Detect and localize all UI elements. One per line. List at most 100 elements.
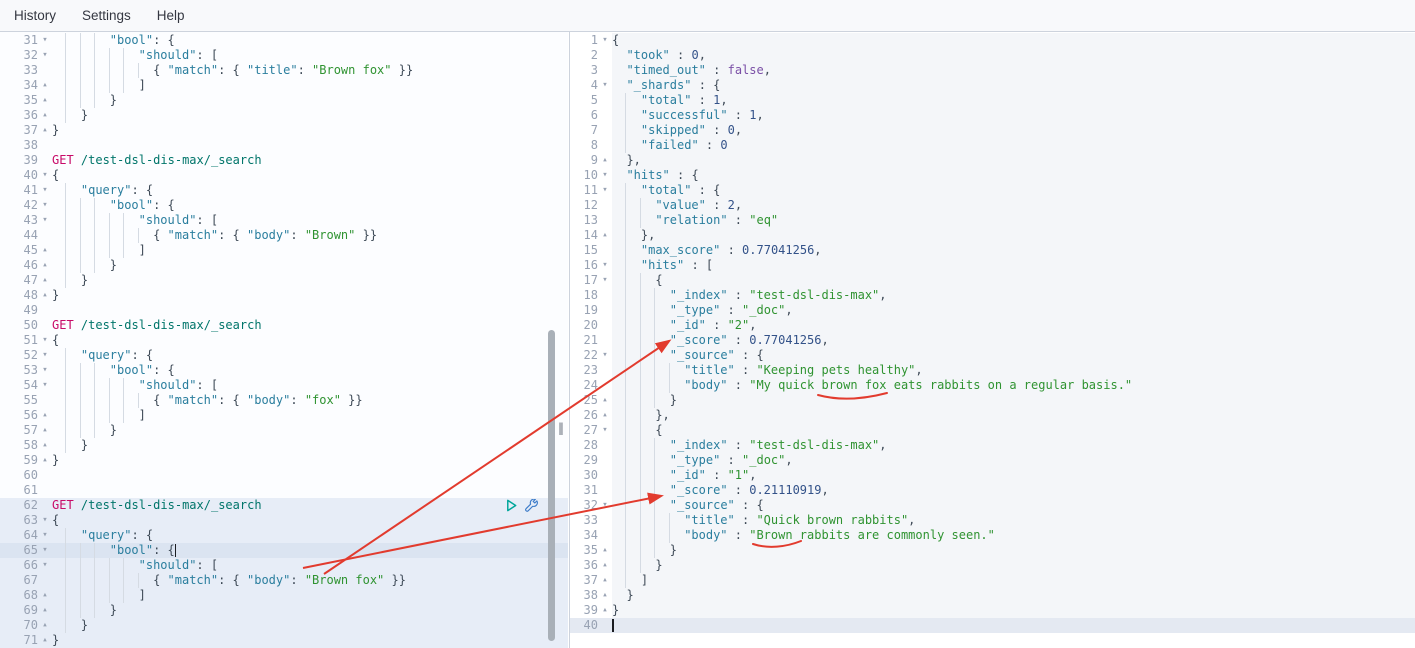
fold-arrow-icon[interactable]: ▴	[602, 230, 608, 240]
code-line[interactable]: 12 "value" : 2,	[570, 198, 1415, 213]
fold-arrow-icon[interactable]: ▾	[602, 425, 608, 435]
fold-arrow-icon[interactable]: ▴	[602, 605, 608, 615]
menu-history[interactable]: History	[14, 8, 57, 23]
code-line[interactable]: 28 "_index" : "test-dsl-dis-max",	[570, 438, 1415, 453]
pane-splitter-handle[interactable]: ‖	[558, 421, 564, 435]
code-line[interactable]: 43 ▾ "should": [	[0, 213, 568, 228]
code-line[interactable]: 9 ▴},	[570, 153, 1415, 168]
fold-arrow-icon[interactable]: ▴	[42, 620, 48, 630]
code-line[interactable]: 42 ▾ "bool": {	[0, 198, 568, 213]
code-line[interactable]: 10 ▾ "hits" : {	[570, 168, 1415, 183]
fold-arrow-icon[interactable]: ▾	[42, 530, 48, 540]
editor-scrollbar-thumb[interactable]	[548, 330, 555, 641]
fold-arrow-icon[interactable]: ▾	[42, 560, 48, 570]
fold-arrow-icon[interactable]: ▾	[42, 515, 48, 525]
code-line[interactable]: 49	[0, 303, 568, 318]
response-viewer[interactable]: 1 ▾{2 "took" : 0, 3 "timed_out" : false, 4 ▾ "_…	[569, 32, 1415, 648]
code-line[interactable]: 66 ▾ "should": [	[0, 558, 568, 573]
fold-arrow-icon[interactable]: ▴	[602, 410, 608, 420]
fold-arrow-icon[interactable]: ▾	[602, 350, 608, 360]
code-line[interactable]: 34 ▴]	[0, 78, 568, 93]
fold-arrow-icon[interactable]: ▴	[42, 260, 48, 270]
request-options-wrench-icon[interactable]	[525, 498, 539, 513]
code-line[interactable]: 35 ▴}	[570, 543, 1415, 558]
code-line[interactable]: 40 ▾ {	[0, 168, 568, 183]
fold-arrow-icon[interactable]: ▾	[42, 170, 48, 180]
code-line[interactable]: 13 "relation" : "eq"	[570, 213, 1415, 228]
code-line[interactable]: 50 GET /test-dsl-dis-max/_search	[0, 318, 568, 333]
menu-settings[interactable]: Settings	[82, 8, 131, 23]
fold-arrow-icon[interactable]: ▴	[42, 410, 48, 420]
fold-arrow-icon[interactable]: ▾	[602, 275, 608, 285]
code-line[interactable]: 55 { "match": { "body": "fox" }}	[0, 393, 568, 408]
code-line[interactable]: 62 GET /test-dsl-dis-max/_search	[0, 498, 568, 513]
fold-arrow-icon[interactable]: ▴	[42, 455, 48, 465]
code-line[interactable]: 39 GET /test-dsl-dis-max/_search	[0, 153, 568, 168]
code-line[interactable]: 33 "title" : "Quick brown rabbits",	[570, 513, 1415, 528]
fold-arrow-icon[interactable]: ▴	[42, 425, 48, 435]
fold-arrow-icon[interactable]: ▴	[42, 590, 48, 600]
code-line[interactable]: 61	[0, 483, 568, 498]
code-line[interactable]: 53 ▾ "bool": {	[0, 363, 568, 378]
fold-arrow-icon[interactable]: ▾	[42, 365, 48, 375]
fold-arrow-icon[interactable]: ▴	[42, 245, 48, 255]
code-line[interactable]: 45 ▴]	[0, 243, 568, 258]
code-line[interactable]: 20 "_id" : "2",	[570, 318, 1415, 333]
code-line[interactable]: 68 ▴]	[0, 588, 568, 603]
code-line[interactable]: 36 ▴}	[570, 558, 1415, 573]
code-line[interactable]: 30 "_id" : "1",	[570, 468, 1415, 483]
code-line[interactable]: 64 ▾ "query": {	[0, 528, 568, 543]
code-line[interactable]: 4 ▾ "_shards" : {	[570, 78, 1415, 93]
code-line[interactable]: 65 ▾ "bool": {	[0, 543, 568, 558]
code-line[interactable]: 27 ▾ {	[570, 423, 1415, 438]
fold-arrow-icon[interactable]: ▴	[602, 560, 608, 570]
code-line[interactable]: 7 "skipped" : 0,	[570, 123, 1415, 138]
code-line[interactable]: 5 "total" : 1,	[570, 93, 1415, 108]
code-line[interactable]: 14 ▴},	[570, 228, 1415, 243]
code-line[interactable]: 71 ▴}	[0, 633, 568, 648]
code-line[interactable]: 54 ▾ "should": [	[0, 378, 568, 393]
code-line[interactable]: 24 "body" : "My quick brown fox eats rabb…	[570, 378, 1415, 393]
code-line[interactable]: 38 ▴}	[570, 588, 1415, 603]
code-line[interactable]: 34 "body" : "Brown rabbits are commonly s…	[570, 528, 1415, 543]
fold-arrow-icon[interactable]: ▴	[42, 440, 48, 450]
fold-arrow-icon[interactable]: ▾	[602, 260, 608, 270]
fold-arrow-icon[interactable]: ▾	[602, 80, 608, 90]
code-line[interactable]: 22 ▾ "_source" : {	[570, 348, 1415, 363]
code-line[interactable]: 38	[0, 138, 568, 153]
code-line[interactable]: 51 ▾ {	[0, 333, 568, 348]
code-line[interactable]: 46 ▴}	[0, 258, 568, 273]
code-line[interactable]: 15 "max_score" : 0.77041256,	[570, 243, 1415, 258]
code-line[interactable]: 6 "successful" : 1,	[570, 108, 1415, 123]
code-line[interactable]: 35 ▴}	[0, 93, 568, 108]
fold-arrow-icon[interactable]: ▴	[42, 80, 48, 90]
code-line[interactable]: 11 ▾ "total" : {	[570, 183, 1415, 198]
code-line[interactable]: 8 "failed" : 0	[570, 138, 1415, 153]
fold-arrow-icon[interactable]: ▾	[42, 380, 48, 390]
code-line[interactable]: 59 ▴}	[0, 453, 568, 468]
code-line[interactable]: 40	[570, 618, 1415, 633]
code-line[interactable]: 70 ▴}	[0, 618, 568, 633]
code-line[interactable]: 47 ▴}	[0, 273, 568, 288]
code-line[interactable]: 44 { "match": { "body": "Brown" }}	[0, 228, 568, 243]
code-line[interactable]: 67 { "match": { "body": "Brown fox" }}	[0, 573, 568, 588]
fold-arrow-icon[interactable]: ▴	[42, 275, 48, 285]
code-line[interactable]: 23 "title" : "Keeping pets healthy",	[570, 363, 1415, 378]
code-line[interactable]: 48 ▴}	[0, 288, 568, 303]
code-line[interactable]: 29 "_type" : "_doc",	[570, 453, 1415, 468]
fold-arrow-icon[interactable]: ▾	[602, 500, 608, 510]
fold-arrow-icon[interactable]: ▴	[602, 590, 608, 600]
fold-arrow-icon[interactable]: ▴	[602, 155, 608, 165]
code-line[interactable]: 32 ▾ "_source" : {	[570, 498, 1415, 513]
code-line[interactable]: 19 "_type" : "_doc",	[570, 303, 1415, 318]
fold-arrow-icon[interactable]: ▾	[42, 335, 48, 345]
fold-arrow-icon[interactable]: ▾	[42, 185, 48, 195]
fold-arrow-icon[interactable]: ▴	[42, 125, 48, 135]
code-line[interactable]: 63 ▾ {	[0, 513, 568, 528]
code-line[interactable]: 3 "timed_out" : false,	[570, 63, 1415, 78]
fold-arrow-icon[interactable]: ▴	[602, 545, 608, 555]
code-line[interactable]: 32 ▾ "should": [	[0, 48, 568, 63]
code-line[interactable]: 16 ▾ "hits" : [	[570, 258, 1415, 273]
fold-arrow-icon[interactable]: ▾	[602, 185, 608, 195]
fold-arrow-icon[interactable]: ▴	[42, 110, 48, 120]
